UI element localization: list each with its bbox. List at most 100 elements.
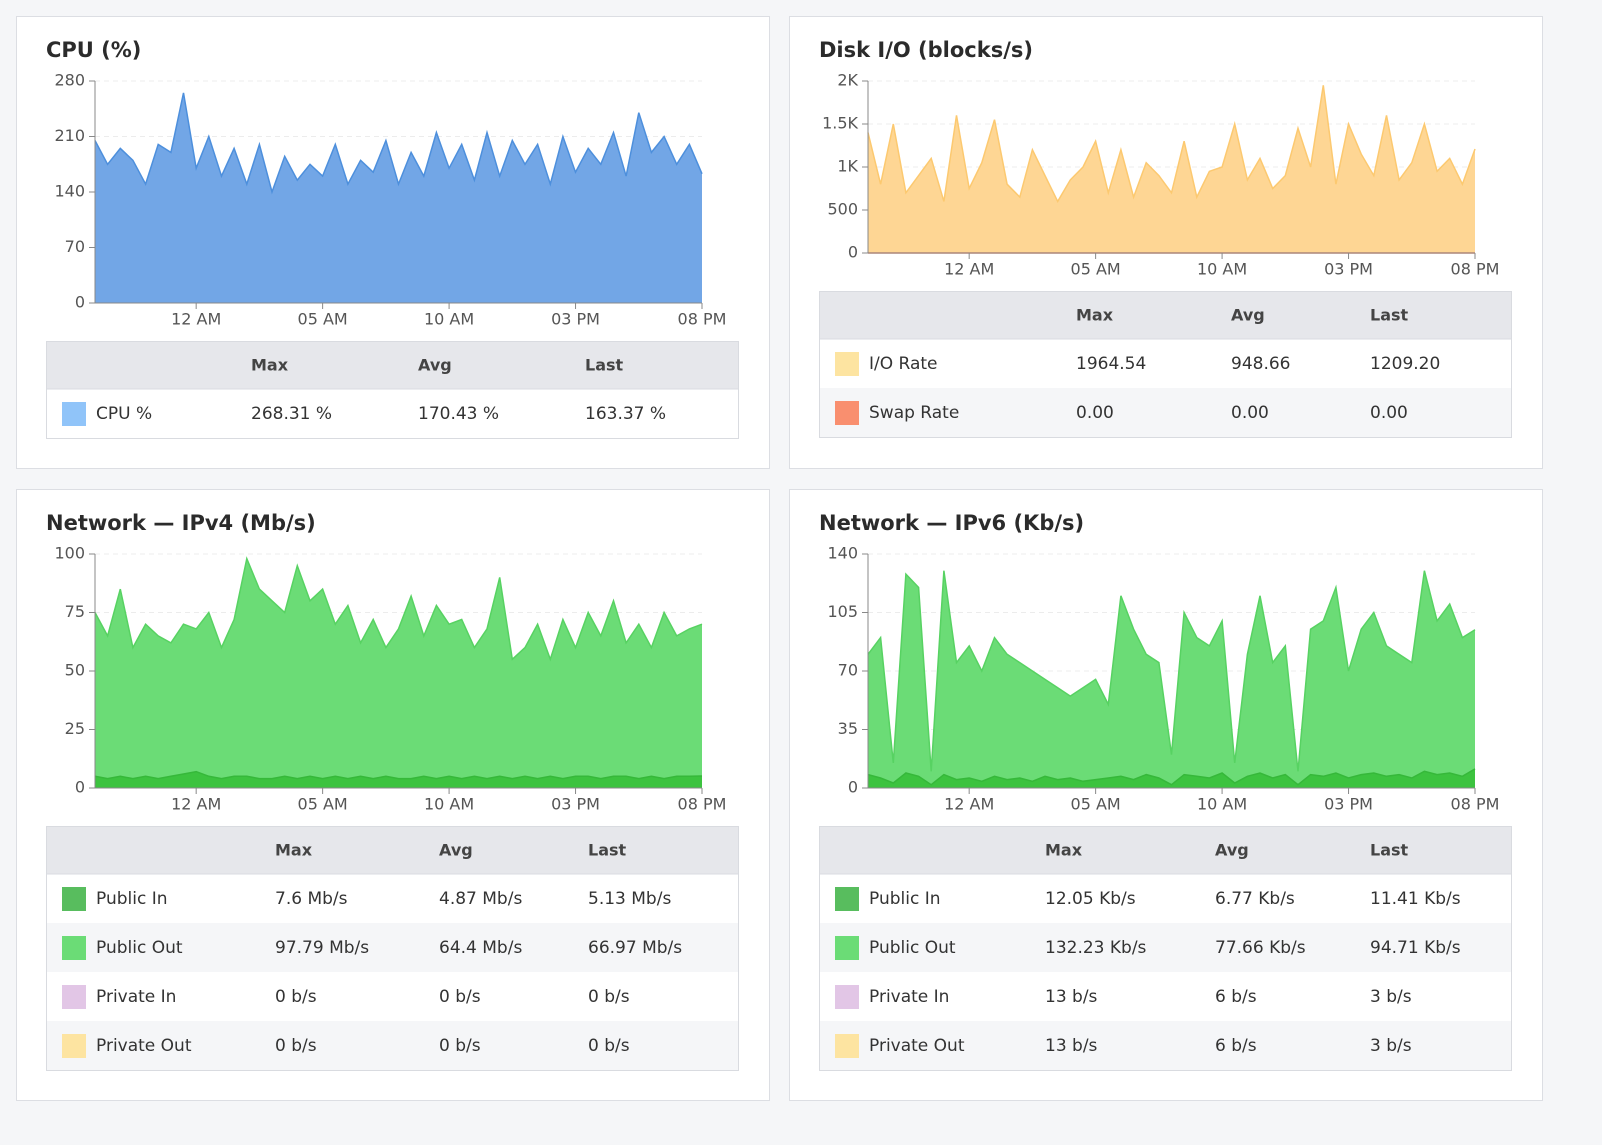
table-cell: 0 b/s bbox=[588, 1036, 630, 1056]
x-tick-label: 12 AM bbox=[171, 795, 221, 814]
table-row bbox=[819, 1021, 1511, 1070]
y-tick-label: 50 bbox=[65, 661, 85, 680]
x-tick-label: 10 AM bbox=[424, 310, 474, 329]
legend-swatch bbox=[835, 1034, 859, 1058]
x-tick-label: 08 PM bbox=[678, 795, 727, 814]
x-tick-label: 05 AM bbox=[298, 310, 348, 329]
x-tick-label: 03 PM bbox=[1324, 260, 1373, 279]
x-tick-label: 12 AM bbox=[944, 795, 994, 814]
table-row bbox=[46, 874, 738, 923]
table-cell: 170.43 % bbox=[418, 404, 499, 424]
table-header bbox=[46, 826, 738, 874]
area-line bbox=[94, 556, 703, 662]
area-line bbox=[94, 770, 703, 780]
table-row bbox=[819, 388, 1511, 437]
y-tick-label: 105 bbox=[827, 602, 858, 621]
area-line bbox=[867, 768, 1476, 786]
table-cell: 7.6 Mb/s bbox=[275, 889, 348, 909]
row-name: Public In bbox=[869, 889, 941, 909]
table-cell: 3 b/s bbox=[1370, 987, 1412, 1007]
x-tick-label: 08 PM bbox=[1451, 260, 1500, 279]
row-name: Public Out bbox=[869, 938, 956, 958]
table-cell: 0 b/s bbox=[439, 987, 481, 1007]
legend-swatch bbox=[835, 936, 859, 960]
table-header bbox=[819, 291, 1511, 339]
table-cell: 6 b/s bbox=[1215, 987, 1257, 1007]
table-cell: 12.05 Kb/s bbox=[1045, 889, 1136, 909]
y-tick-label: 2K bbox=[837, 71, 858, 90]
area-fill bbox=[95, 92, 702, 304]
table-cell: 0.00 bbox=[1076, 403, 1114, 423]
table-cell: 948.66 bbox=[1231, 354, 1290, 374]
column-header: Avg bbox=[418, 356, 452, 375]
table-cell: 6.77 Kb/s bbox=[1215, 889, 1295, 909]
y-tick-label: 70 bbox=[65, 237, 85, 256]
table-cell: 268.31 % bbox=[251, 404, 332, 424]
panel-title: Disk I/O (blocks/s) bbox=[819, 38, 1033, 62]
table-row bbox=[46, 972, 738, 1021]
area-line bbox=[94, 92, 703, 195]
x-tick-label: 12 AM bbox=[171, 310, 221, 329]
area-fill bbox=[868, 85, 1475, 253]
table-row bbox=[46, 923, 738, 972]
legend-swatch bbox=[835, 887, 859, 911]
row-name: Swap Rate bbox=[869, 403, 959, 423]
legend-swatch bbox=[62, 985, 86, 1009]
table-cell: 0 b/s bbox=[439, 1036, 481, 1056]
table-cell: 13 b/s bbox=[1045, 1036, 1098, 1056]
legend-swatch bbox=[62, 936, 86, 960]
x-tick-label: 03 PM bbox=[1324, 795, 1373, 814]
table-border bbox=[46, 826, 739, 1071]
area-fill bbox=[868, 768, 1475, 788]
x-tick-label: 10 AM bbox=[1197, 260, 1247, 279]
table-cell: 0 b/s bbox=[275, 987, 317, 1007]
table-cell: 3 b/s bbox=[1370, 1036, 1412, 1056]
table-row bbox=[819, 874, 1511, 923]
y-tick-label: 75 bbox=[65, 602, 85, 621]
table-row bbox=[819, 972, 1511, 1021]
table-cell: 0 b/s bbox=[275, 1036, 317, 1056]
column-header: Max bbox=[1076, 306, 1114, 325]
y-tick-label: 0 bbox=[848, 778, 858, 797]
table-cell: 77.66 Kb/s bbox=[1215, 938, 1306, 958]
x-tick-label: 08 PM bbox=[678, 310, 727, 329]
table-header bbox=[46, 341, 738, 389]
row-name: Private Out bbox=[869, 1036, 965, 1056]
table-border bbox=[46, 341, 739, 439]
column-header: Last bbox=[588, 841, 627, 860]
table-row bbox=[46, 1021, 738, 1070]
y-tick-label: 280 bbox=[54, 71, 85, 90]
y-tick-label: 0 bbox=[75, 778, 85, 797]
y-tick-label: 1.5K bbox=[822, 114, 858, 133]
table-cell: 163.37 % bbox=[585, 404, 666, 424]
table-header bbox=[819, 826, 1511, 874]
panel-title: CPU (%) bbox=[46, 38, 141, 62]
row-name: Public In bbox=[96, 889, 168, 909]
y-tick-label: 35 bbox=[838, 719, 858, 738]
table-row bbox=[46, 389, 738, 438]
x-tick-label: 08 PM bbox=[1451, 795, 1500, 814]
legend-swatch bbox=[62, 1034, 86, 1058]
table-cell: 13 b/s bbox=[1045, 987, 1098, 1007]
y-tick-label: 25 bbox=[65, 719, 85, 738]
column-header: Avg bbox=[1231, 306, 1265, 325]
area-fill bbox=[95, 771, 702, 788]
table-cell: 94.71 Kb/s bbox=[1370, 938, 1461, 958]
y-tick-label: 140 bbox=[54, 182, 85, 201]
x-tick-label: 05 AM bbox=[1071, 795, 1121, 814]
row-name: I/O Rate bbox=[869, 354, 938, 374]
legend-swatch bbox=[835, 985, 859, 1009]
table-row bbox=[819, 339, 1511, 388]
table-cell: 5.13 Mb/s bbox=[588, 889, 671, 909]
area-line bbox=[867, 570, 1476, 772]
y-tick-label: 0 bbox=[848, 243, 858, 262]
column-header: Last bbox=[1370, 306, 1409, 325]
legend-swatch bbox=[62, 402, 86, 426]
table-border bbox=[819, 291, 1512, 438]
table-border bbox=[819, 826, 1512, 1071]
panel-title: Network — IPv6 (Kb/s) bbox=[819, 511, 1084, 535]
legend-swatch bbox=[835, 352, 859, 376]
x-tick-label: 10 AM bbox=[1197, 795, 1247, 814]
column-header: Last bbox=[585, 356, 624, 375]
